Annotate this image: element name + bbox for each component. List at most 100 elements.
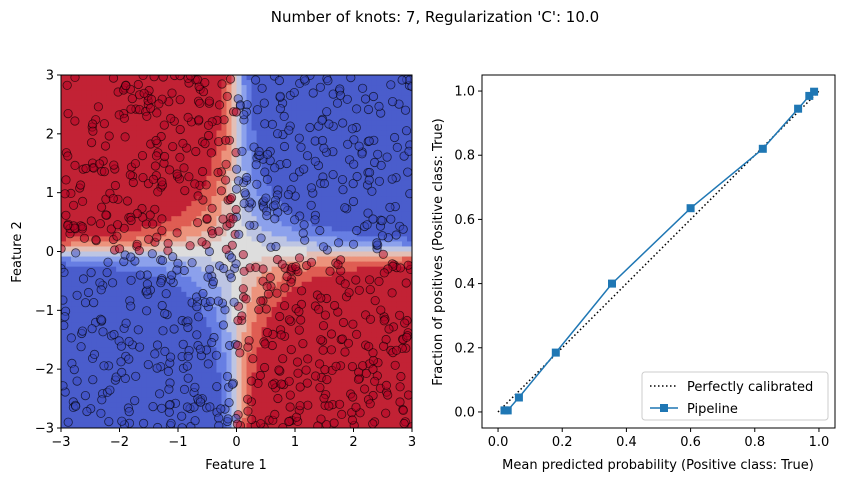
surface-cell xyxy=(141,377,147,384)
surface-cell xyxy=(381,95,388,101)
surface-cell xyxy=(386,221,393,227)
surface-cell xyxy=(326,397,333,404)
surface-cell xyxy=(66,130,72,137)
surface-cell xyxy=(61,165,67,172)
surface-cell xyxy=(306,175,313,182)
surface-cell xyxy=(181,150,187,157)
surface-cell xyxy=(311,392,318,399)
surface-cell xyxy=(156,251,162,258)
surface-cell xyxy=(86,322,92,328)
surface-cell xyxy=(226,312,233,318)
surface-cell xyxy=(391,296,398,303)
surface-cell xyxy=(136,100,142,106)
surface-cell xyxy=(381,190,388,197)
surface-cell xyxy=(61,236,67,243)
surface-cell xyxy=(91,256,97,263)
surface-cell xyxy=(351,110,358,116)
surface-cell xyxy=(116,155,122,162)
surface-cell xyxy=(81,246,87,253)
surface-cell xyxy=(151,291,157,298)
surface-cell xyxy=(236,196,243,202)
scatter-point xyxy=(391,230,401,240)
surface-cell xyxy=(216,125,223,132)
surface-cell xyxy=(296,160,303,167)
surface-cell xyxy=(391,342,398,348)
surface-cell xyxy=(401,377,408,384)
surface-cell xyxy=(116,150,122,157)
surface-cell xyxy=(311,332,318,338)
surface-cell xyxy=(186,206,192,212)
surface-cell xyxy=(341,150,348,157)
surface-cell xyxy=(396,180,403,187)
surface-cell xyxy=(241,75,248,81)
surface-cell xyxy=(356,231,363,237)
surface-cell xyxy=(396,281,403,288)
surface-cell xyxy=(381,286,388,293)
surface-cell xyxy=(66,281,72,288)
surface-cell xyxy=(141,296,147,303)
surface-cell xyxy=(211,367,218,374)
surface-cell xyxy=(121,337,127,343)
surface-cell xyxy=(291,322,298,328)
surface-cell xyxy=(96,120,102,127)
surface-cell xyxy=(146,256,152,263)
surface-cell xyxy=(286,155,293,162)
surface-cell xyxy=(101,175,107,182)
surface-cell xyxy=(351,100,358,106)
surface-cell xyxy=(96,332,102,338)
surface-cell xyxy=(206,145,213,152)
surface-cell xyxy=(261,95,268,101)
surface-cell xyxy=(291,110,298,116)
surface-cell xyxy=(106,412,112,419)
surface-cell xyxy=(66,261,72,268)
surface-cell xyxy=(171,372,177,379)
surface-cell xyxy=(186,231,192,237)
surface-cell xyxy=(206,165,213,172)
surface-cell xyxy=(126,130,132,137)
surface-cell xyxy=(131,347,137,353)
surface-cell xyxy=(206,291,213,298)
surface-cell xyxy=(66,236,72,243)
surface-cell xyxy=(131,392,137,399)
surface-cell xyxy=(191,372,197,379)
surface-cell xyxy=(401,135,408,142)
surface-cell xyxy=(351,190,358,197)
surface-cell xyxy=(326,201,333,207)
surface-cell xyxy=(231,327,238,333)
surface-cell xyxy=(121,231,127,237)
surface-cell xyxy=(366,251,373,258)
surface-cell xyxy=(321,90,328,96)
surface-cell xyxy=(141,165,147,172)
surface-cell xyxy=(106,125,112,132)
surface-cell xyxy=(146,196,152,202)
surface-cell xyxy=(311,80,318,86)
surface-cell xyxy=(156,115,162,121)
surface-cell xyxy=(401,251,408,258)
surface-cell xyxy=(226,392,233,399)
surface-cell xyxy=(91,337,97,343)
surface-cell xyxy=(381,125,388,132)
surface-cell xyxy=(241,417,248,424)
surface-cell xyxy=(281,362,288,369)
surface-cell xyxy=(271,251,278,258)
surface-cell xyxy=(286,327,293,333)
surface-cell xyxy=(216,357,223,364)
surface-cell xyxy=(286,306,293,313)
surface-cell xyxy=(326,135,333,142)
surface-cell xyxy=(391,190,398,197)
surface-cell xyxy=(131,155,137,162)
surface-cell xyxy=(151,357,157,364)
surface-cell xyxy=(306,95,313,101)
surface-cell xyxy=(226,115,233,121)
surface-cell xyxy=(406,155,412,162)
surface-cell xyxy=(176,296,182,303)
surface-cell xyxy=(146,417,152,424)
surface-cell xyxy=(366,327,373,333)
surface-cell xyxy=(261,397,268,404)
surface-cell xyxy=(71,417,77,424)
surface-cell xyxy=(346,347,353,353)
surface-cell xyxy=(96,80,102,86)
surface-cell xyxy=(116,312,122,318)
surface-cell xyxy=(171,180,177,187)
surface-cell xyxy=(361,392,368,399)
